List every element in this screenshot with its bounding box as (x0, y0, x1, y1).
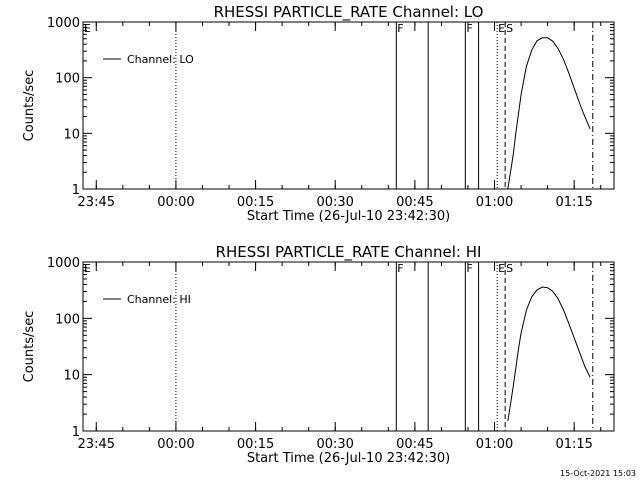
x-tick-label: 00:30 (316, 437, 353, 452)
annotation-label: S (506, 22, 513, 35)
plot-frame (82, 21, 615, 190)
annotation-label: F (397, 22, 403, 35)
plot-frame (82, 261, 615, 432)
x-axis-label: Start Time (26-Jul-10 23:42:30) (247, 209, 450, 224)
annotation-label: E (498, 22, 505, 35)
x-tick-label: 23:45 (78, 437, 115, 452)
x-tick-label: 00:30 (316, 195, 353, 210)
y-tick-label: 100 (55, 72, 80, 87)
x-tick-label: 01:15 (555, 195, 592, 210)
footer-timestamp: 15-Oct-2021 15:03 (560, 469, 636, 478)
legend-entry: Channel: HI (127, 293, 191, 306)
y-tick-label: 1000 (47, 16, 80, 31)
x-tick-label: 00:45 (396, 195, 433, 210)
annotation-label: E (84, 22, 91, 35)
x-tick-label: 01:00 (476, 437, 513, 452)
y-tick-label: 10 (63, 127, 80, 142)
y-tick-label: 100 (55, 312, 80, 327)
annotation-label: S (506, 262, 513, 275)
chart-panel-1: RHESSI PARTICLE_RATE Channel: HI 1 10 100 10… (22, 243, 615, 466)
x-tick-label: 01:00 (476, 195, 513, 210)
y-tick-label: 1 (72, 183, 80, 198)
chart-panel-0: RHESSI PARTICLE_RATE Channel: LO 1 10 100 10… (22, 3, 615, 224)
annotation-label: F (397, 262, 403, 275)
x-tick-label: 00:45 (396, 437, 433, 452)
annotation-label: E (498, 262, 505, 275)
annotation-label: F (466, 262, 472, 275)
x-tick-label: 00:00 (157, 195, 194, 210)
series-line-0 (507, 37, 591, 190)
legend-entry: Channel: LO (127, 53, 194, 66)
y-tick-label: 1000 (47, 256, 80, 271)
annotation-label: E (84, 262, 91, 275)
x-tick-label: 00:15 (237, 437, 274, 452)
y-tick-label: 1 (72, 425, 80, 440)
x-tick-label: 23:45 (78, 195, 115, 210)
y-axis-label: Counts/sec (22, 311, 37, 383)
x-axis-label: Start Time (26-Jul-10 23:42:30) (247, 451, 450, 466)
series-line-0 (507, 286, 591, 422)
x-tick-label: 01:15 (555, 437, 592, 452)
chart-title: RHESSI PARTICLE_RATE Channel: HI (216, 243, 482, 262)
y-axis-label: Counts/sec (22, 70, 37, 142)
y-tick-label: 10 (63, 369, 80, 384)
x-tick-label: 00:00 (157, 437, 194, 452)
chart-title: RHESSI PARTICLE_RATE Channel: LO (214, 3, 484, 22)
x-tick-label: 00:15 (237, 195, 274, 210)
annotation-label: F (466, 22, 472, 35)
